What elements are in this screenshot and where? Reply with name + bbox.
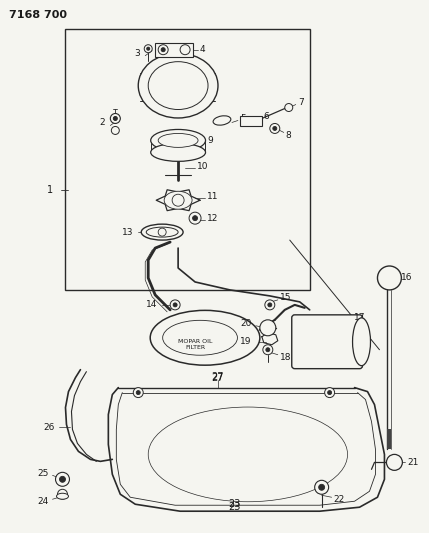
Circle shape [112, 126, 119, 134]
Circle shape [387, 455, 402, 470]
Text: 4: 4 [200, 45, 205, 54]
Text: 27: 27 [212, 372, 224, 382]
Circle shape [60, 477, 66, 482]
Ellipse shape [158, 133, 198, 148]
Circle shape [113, 117, 117, 120]
Text: 11: 11 [207, 192, 218, 201]
Text: 25: 25 [37, 469, 48, 478]
Text: 15: 15 [280, 293, 291, 302]
Circle shape [378, 266, 402, 290]
Text: 23: 23 [229, 502, 241, 512]
Ellipse shape [146, 227, 178, 237]
Circle shape [325, 387, 335, 398]
FancyBboxPatch shape [292, 315, 363, 369]
Text: 19: 19 [240, 337, 252, 346]
Bar [155, 43, 193, 56]
Text: 26: 26 [43, 423, 54, 432]
Ellipse shape [164, 191, 192, 209]
Text: 7168 700: 7168 700 [9, 10, 66, 20]
Bar [240, 117, 262, 126]
Circle shape [144, 45, 152, 53]
Circle shape [173, 303, 177, 307]
Text: 14: 14 [146, 301, 157, 309]
Bar [387, 430, 391, 449]
Circle shape [273, 126, 277, 131]
Text: 27: 27 [212, 373, 224, 383]
Circle shape [172, 194, 184, 206]
Circle shape [133, 387, 143, 398]
Circle shape [110, 114, 120, 124]
Text: 17: 17 [353, 313, 365, 322]
Text: 22: 22 [334, 495, 345, 504]
Ellipse shape [57, 493, 69, 499]
Text: 5: 5 [240, 114, 246, 123]
Circle shape [161, 48, 165, 52]
Circle shape [180, 45, 190, 55]
Circle shape [158, 45, 168, 55]
Bar [66, 29, 310, 290]
Circle shape [136, 391, 140, 394]
Text: 1: 1 [47, 185, 54, 195]
Circle shape [260, 320, 276, 336]
Text: 8: 8 [286, 131, 292, 140]
Ellipse shape [353, 318, 371, 366]
Circle shape [265, 300, 275, 310]
Circle shape [57, 489, 67, 499]
Text: 24: 24 [37, 497, 48, 506]
Circle shape [170, 300, 180, 310]
Text: 23: 23 [229, 499, 241, 509]
Text: 21: 21 [408, 458, 419, 467]
Circle shape [55, 472, 69, 486]
Text: 3: 3 [134, 49, 140, 58]
Circle shape [147, 47, 150, 50]
Ellipse shape [151, 143, 205, 161]
Circle shape [285, 103, 293, 111]
Ellipse shape [213, 116, 231, 125]
Circle shape [328, 391, 332, 394]
Text: 10: 10 [197, 162, 208, 171]
Circle shape [193, 216, 198, 221]
Ellipse shape [151, 130, 205, 151]
Text: MOPAR OIL: MOPAR OIL [178, 340, 212, 344]
Circle shape [158, 228, 166, 236]
Text: 9: 9 [207, 136, 213, 145]
Text: 18: 18 [280, 353, 291, 362]
Ellipse shape [138, 53, 218, 118]
Text: 16: 16 [402, 273, 413, 282]
Text: 7: 7 [298, 98, 303, 107]
Text: 12: 12 [207, 214, 218, 223]
Text: 2: 2 [100, 118, 106, 127]
Circle shape [266, 348, 270, 352]
Ellipse shape [150, 310, 260, 365]
Circle shape [263, 345, 273, 355]
Circle shape [315, 480, 329, 494]
Circle shape [189, 212, 201, 224]
Text: 6: 6 [264, 112, 269, 121]
Text: 13: 13 [122, 228, 133, 237]
Ellipse shape [141, 224, 183, 240]
Circle shape [270, 124, 280, 133]
Text: 20: 20 [241, 319, 252, 328]
Text: FILTER: FILTER [185, 345, 205, 350]
Circle shape [319, 484, 325, 490]
Circle shape [268, 303, 272, 307]
Ellipse shape [148, 62, 208, 109]
